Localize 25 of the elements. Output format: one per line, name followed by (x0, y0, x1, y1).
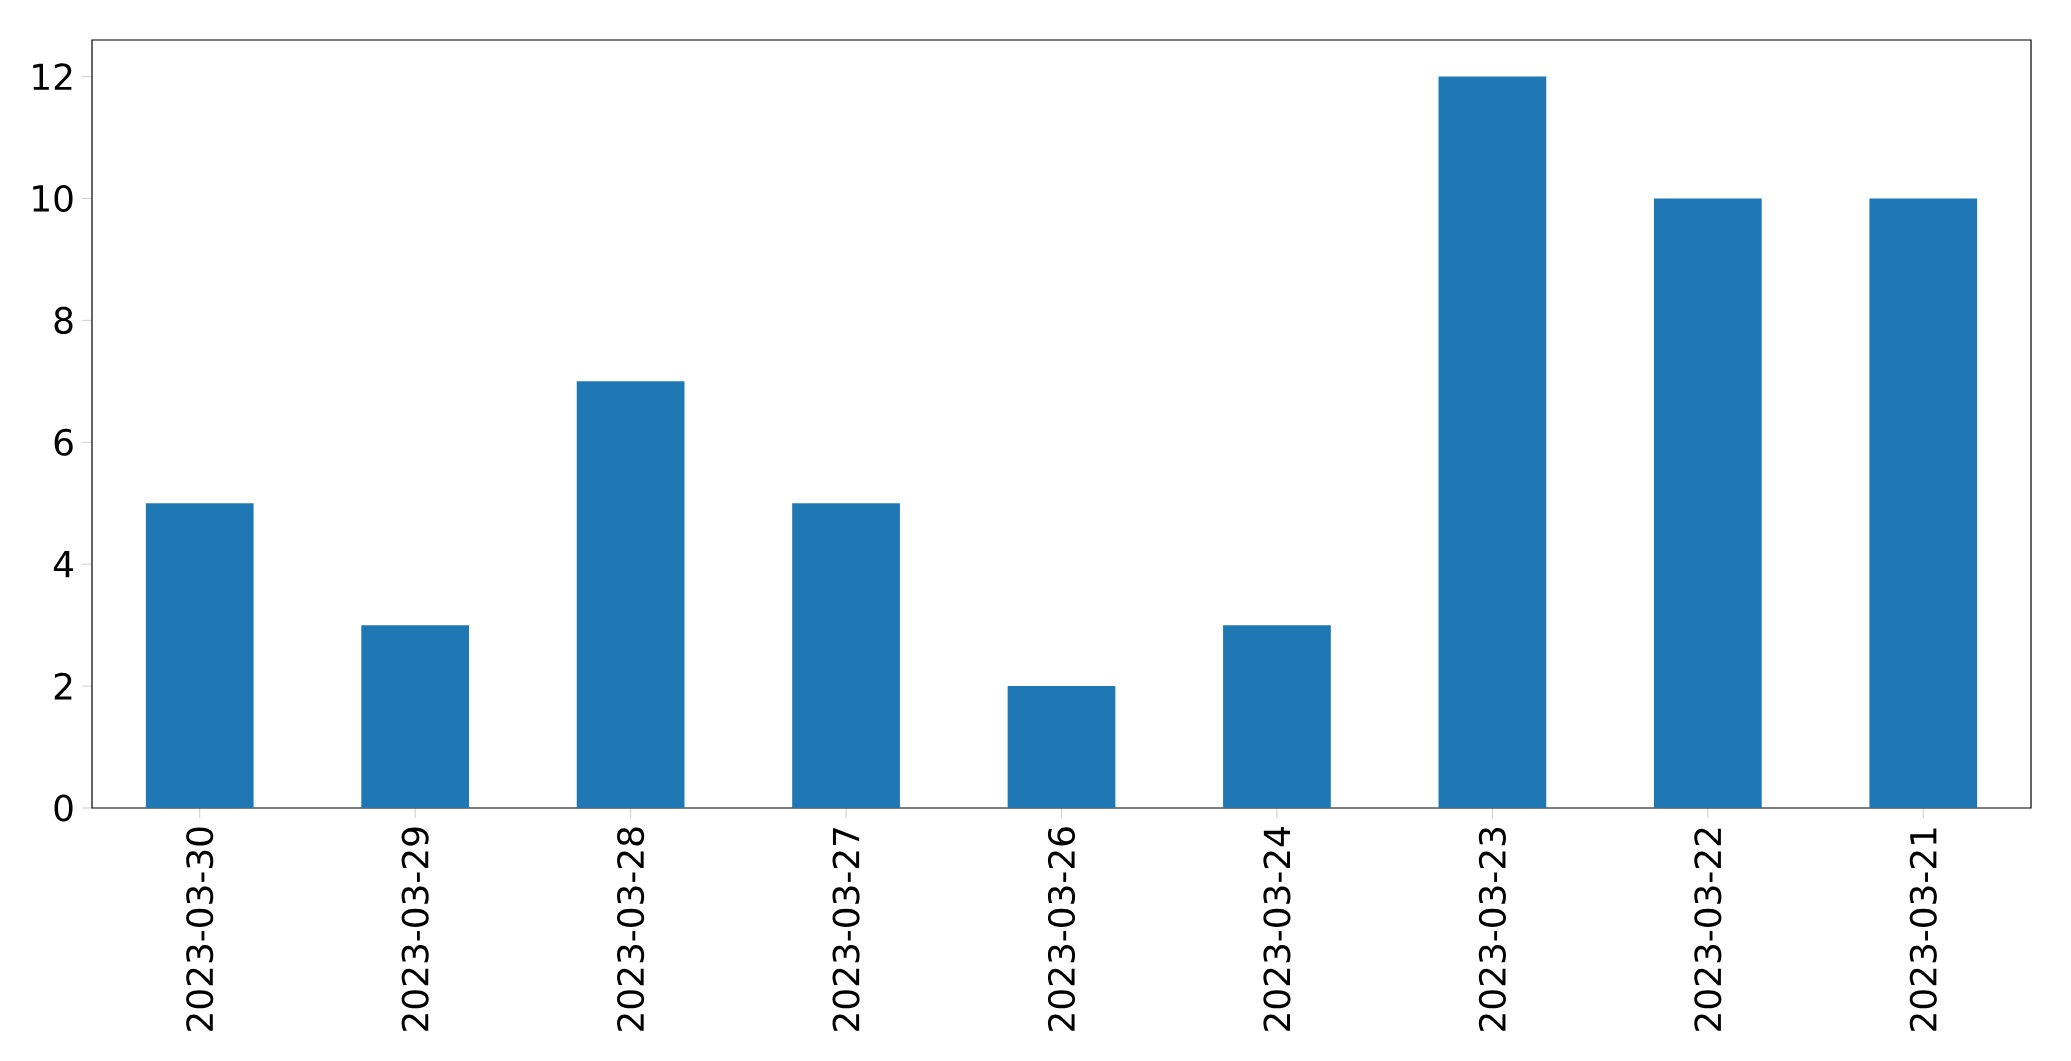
bar (576, 381, 685, 808)
y-tick-label: 2 (54, 672, 72, 700)
bar (1438, 76, 1547, 808)
x-tick-label: 2023-03-21 (1909, 828, 1937, 1031)
bar (792, 503, 900, 808)
y-tick-label: 4 (53, 551, 73, 578)
x-tick-label: 2023-03-30 (186, 827, 214, 1031)
y-tick-label: 6 (54, 428, 73, 456)
bar (145, 503, 254, 808)
x-tick-label: 2023-03-23 (1478, 827, 1506, 1031)
bar (1653, 198, 1762, 808)
y-tick-label: 10 (33, 184, 73, 213)
bar (1869, 198, 1978, 808)
x-tick-label: 2023-03-28 (617, 827, 645, 1031)
x-tick-label: 2023-03-27 (832, 828, 860, 1031)
y-tick-label: 12 (33, 63, 72, 90)
bar (1007, 686, 1116, 808)
y-tick-label: 0 (54, 794, 73, 822)
x-tick-label: 2023-03-24 (1263, 827, 1291, 1031)
bar (1223, 625, 1331, 808)
bar (361, 625, 470, 808)
x-tick-label: 2023-03-26 (1047, 827, 1076, 1031)
x-tick-label: 2023-03-22 (1694, 828, 1722, 1031)
x-tick-label: 2023-03-29 (401, 827, 429, 1031)
y-tick-label: 8 (54, 306, 73, 334)
